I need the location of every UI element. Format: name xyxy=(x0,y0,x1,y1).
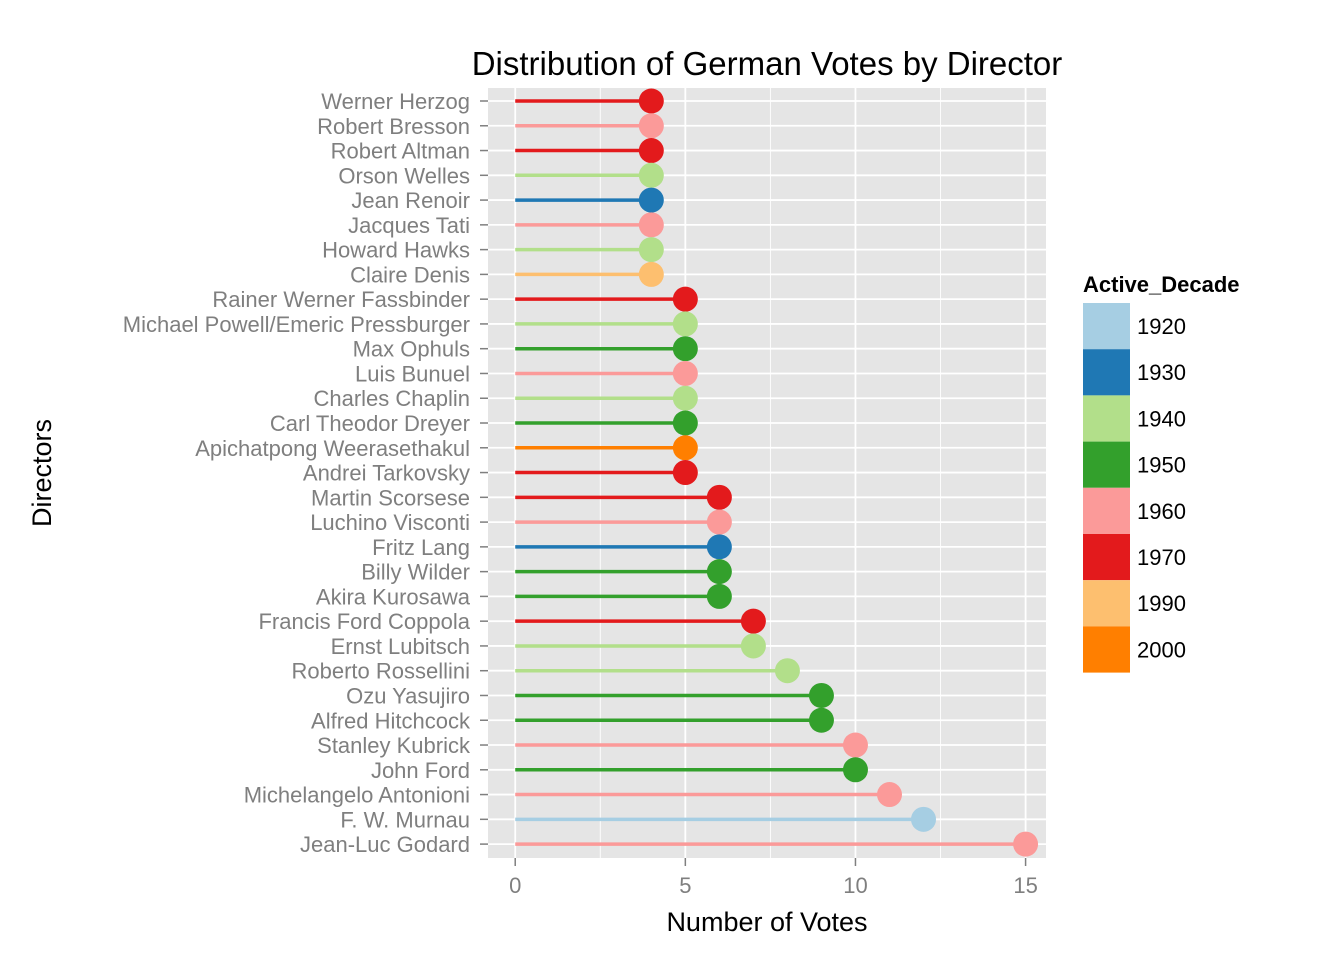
y-tick-label: Akira Kurosawa xyxy=(316,584,471,609)
y-tick-label: Max Ophuls xyxy=(353,337,470,362)
y-tick-label: Fritz Lang xyxy=(372,535,470,560)
y-tick-label: Michael Powell/Emeric Pressburger xyxy=(123,312,470,337)
y-tick-label: Apichatpong Weerasethakul xyxy=(195,436,470,461)
lollipop-dot xyxy=(876,782,902,808)
legend-label: 2000 xyxy=(1137,637,1186,662)
lollipop-dot xyxy=(740,608,766,634)
legend-swatch xyxy=(1083,534,1130,581)
lollipop-dot xyxy=(911,806,937,832)
lollipop-dot xyxy=(672,410,698,436)
y-tick-label: Werner Herzog xyxy=(321,89,470,114)
x-tick-label: 15 xyxy=(1013,873,1037,898)
lollipop-dot xyxy=(672,385,698,411)
legend-swatch xyxy=(1083,303,1130,350)
legend-label: 1990 xyxy=(1137,591,1186,616)
lollipop-dot xyxy=(638,212,664,238)
y-tick-label: John Ford xyxy=(371,758,470,783)
x-tick-label: 10 xyxy=(843,873,867,898)
y-tick-label: Howard Hawks xyxy=(322,238,470,263)
lollipop-dot xyxy=(638,113,664,139)
lollipop-dot xyxy=(706,484,732,510)
y-tick-label: Ozu Yasujiro xyxy=(346,683,470,708)
lollipop-dot xyxy=(740,633,766,659)
y-tick-label: Stanley Kubrick xyxy=(317,733,471,758)
y-tick-label: Michelangelo Antonioni xyxy=(244,783,470,808)
y-tick-label: Luis Bunuel xyxy=(355,361,470,386)
lollipop-dot xyxy=(638,88,664,114)
legend-label: 1930 xyxy=(1137,360,1186,385)
legend-swatch xyxy=(1083,395,1130,442)
x-axis-ticks: 0 5 10 15 xyxy=(509,858,1038,898)
legend-swatch xyxy=(1083,441,1130,488)
lollipop-dot xyxy=(774,658,800,684)
y-tick-label: Claire Denis xyxy=(350,262,470,287)
lollipop-dot xyxy=(706,583,732,609)
legend-label: 1940 xyxy=(1137,406,1186,431)
y-tick-label: Rainer Werner Fassbinder xyxy=(212,287,470,312)
y-tick-label: Francis Ford Coppola xyxy=(258,609,470,634)
y-tick-label: Roberto Rossellini xyxy=(291,659,470,684)
lollipop-dot xyxy=(672,435,698,461)
lollipop-dot xyxy=(638,187,664,213)
legend-label: 1920 xyxy=(1137,314,1186,339)
lollipop-dot xyxy=(808,707,834,733)
legend-swatch xyxy=(1083,487,1130,534)
y-tick-label: Martin Scorsese xyxy=(311,485,470,510)
y-tick-label: Andrei Tarkovsky xyxy=(303,461,470,486)
lollipop-dot xyxy=(1013,831,1039,857)
lollipop-dot xyxy=(706,509,732,535)
y-tick-label: Billy Wilder xyxy=(361,560,470,585)
legend-swatch xyxy=(1083,626,1130,673)
lollipop-dot xyxy=(842,757,868,783)
lollipop-dots xyxy=(638,88,1039,857)
x-tick-label: 5 xyxy=(679,873,691,898)
lollipop-dot xyxy=(638,261,664,287)
y-tick-label: Robert Bresson xyxy=(317,114,470,139)
legend-items: 1920 1930 1940 1950 1960 1970 1990 2000 xyxy=(1083,303,1186,673)
y-tick-label: Robert Altman xyxy=(331,139,470,164)
legend-title: Active_Decade xyxy=(1083,272,1240,297)
legend-swatch xyxy=(1083,580,1130,627)
lollipop-dot xyxy=(672,360,698,386)
legend: Active_Decade 19201930194019501960197019… xyxy=(1083,272,1240,673)
lollipop-dot xyxy=(706,534,732,560)
lollipop-dot xyxy=(638,138,664,164)
legend-label: 1960 xyxy=(1137,499,1186,524)
y-tick-label: Orson Welles xyxy=(338,163,470,188)
lollipop-dot xyxy=(638,162,664,188)
lollipop-dot xyxy=(842,732,868,758)
lollipop-dot xyxy=(706,559,732,585)
y-tick-label: Ernst Lubitsch xyxy=(331,634,470,659)
legend-swatch xyxy=(1083,349,1130,396)
x-axis-title: Number of Votes xyxy=(666,907,867,937)
y-tick-label: Alfred Hitchcock xyxy=(311,708,471,733)
y-tick-label: Carl Theodor Dreyer xyxy=(270,411,470,436)
lollipop-dot xyxy=(672,460,698,486)
lollipop-stems xyxy=(515,99,1026,846)
legend-label: 1950 xyxy=(1137,453,1186,478)
lollipop-dot xyxy=(672,286,698,312)
y-axis-title: Directors xyxy=(27,419,57,527)
chart-title: Distribution of German Votes by Director xyxy=(472,45,1063,82)
legend-label: 1970 xyxy=(1137,545,1186,570)
y-tick-label: F. W. Murnau xyxy=(340,807,470,832)
y-tick-label: Jean-Luc Godard xyxy=(300,832,470,857)
y-tick-label: Jean Renoir xyxy=(351,188,470,213)
y-tick-label: Charles Chaplin xyxy=(313,386,470,411)
lollipop-dot xyxy=(672,336,698,362)
x-tick-label: 0 xyxy=(509,873,521,898)
lollipop-dot xyxy=(672,311,698,337)
y-tick-label: Jacques Tati xyxy=(348,213,470,238)
y-tick-label: Luchino Visconti xyxy=(310,510,470,535)
lollipop-dot xyxy=(808,682,834,708)
lollipop-dot xyxy=(638,237,664,263)
